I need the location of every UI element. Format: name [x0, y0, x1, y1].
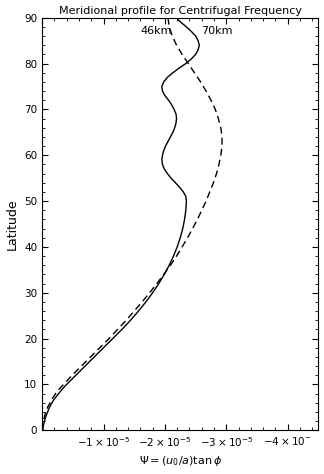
Text: 70km: 70km — [202, 26, 233, 36]
Title: Meridional profile for Centrifugal Frequency: Meridional profile for Centrifugal Frequ… — [59, 6, 302, 16]
X-axis label: $\Psi=(u_0/a)\tan\phi$: $\Psi=(u_0/a)\tan\phi$ — [139, 455, 222, 468]
Text: 46km: 46km — [140, 26, 171, 36]
Y-axis label: Latitude: Latitude — [6, 198, 18, 250]
